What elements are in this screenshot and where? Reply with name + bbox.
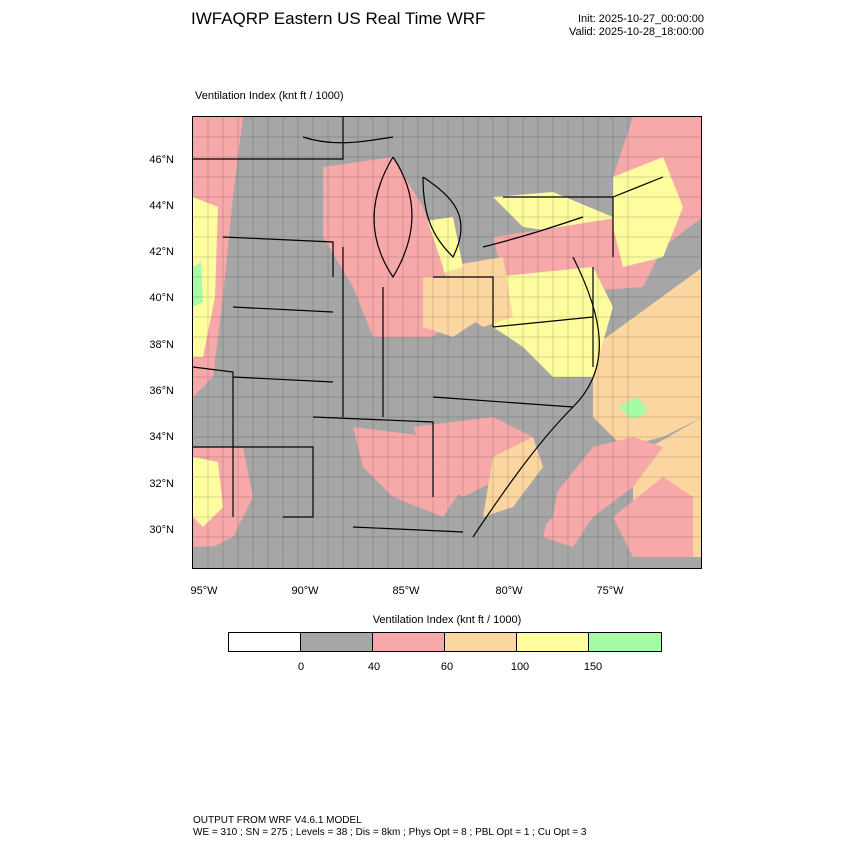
model-info-line2: WE = 310 ; SN = 275 ; Levels = 38 ; Dis … xyxy=(193,827,587,838)
lat-label-32: 32°N xyxy=(149,478,174,490)
lon-label-85: 85°W xyxy=(392,585,420,597)
lon-label-90: 90°W xyxy=(291,585,319,597)
ocean-orange-band xyxy=(593,268,701,447)
field-title: Ventilation Index (knt ft / 1000) xyxy=(195,90,344,102)
colorbar-cell xyxy=(373,633,445,651)
colorbar-label-150: 150 xyxy=(583,661,603,673)
ohio-orange xyxy=(423,277,483,337)
colorbar-cell xyxy=(229,633,301,651)
lat-label-44: 44°N xyxy=(149,200,174,212)
lon-label-95: 95°W xyxy=(190,585,218,597)
lon-label-80: 80°W xyxy=(495,585,523,597)
ocean-green-spot xyxy=(618,397,648,419)
colorbar-cell xyxy=(301,633,373,651)
colorbar-cell xyxy=(589,633,661,651)
valid-time: Valid: 2025-10-28_18:00:00 xyxy=(569,26,704,38)
lat-label-38: 38°N xyxy=(149,339,174,351)
county-grid xyxy=(193,117,701,568)
colorbar-label-40: 40 xyxy=(367,661,381,673)
colorbar-cell xyxy=(517,633,589,651)
legend-title: Ventilation Index (knt ft / 1000) xyxy=(372,614,522,626)
lat-label-36: 36°N xyxy=(149,385,174,397)
lat-label-40: 40°N xyxy=(149,292,174,304)
canada-gray-northeast xyxy=(493,117,633,207)
colorbar-label-100: 100 xyxy=(510,661,530,673)
lat-label-46: 46°N xyxy=(149,154,174,166)
model-info-line1: OUTPUT FROM WRF V4.6.1 MODEL xyxy=(193,815,362,826)
ocean-pink-south xyxy=(543,437,663,547)
colorbar-label-60: 60 xyxy=(440,661,454,673)
newengland-yellow xyxy=(613,157,683,267)
appalachian-gray xyxy=(353,337,523,427)
plot-title: IWFAQRP Eastern US Real Time WRF xyxy=(191,9,486,28)
lat-label-34: 34°N xyxy=(149,431,174,443)
lat-label-42: 42°N xyxy=(149,246,174,258)
gulf-pink xyxy=(353,427,463,517)
colorbar-cell xyxy=(445,633,517,651)
map-panel xyxy=(192,116,702,569)
lat-label-30: 30°N xyxy=(149,524,174,536)
west-green-spot xyxy=(193,262,203,307)
init-time: Init: 2025-10-27_00:00:00 xyxy=(578,13,704,25)
ventilation-index-map xyxy=(193,117,701,568)
colorbar-label-0: 0 xyxy=(297,661,305,673)
lon-label-75: 75°W xyxy=(596,585,624,597)
colorbar xyxy=(228,632,662,652)
